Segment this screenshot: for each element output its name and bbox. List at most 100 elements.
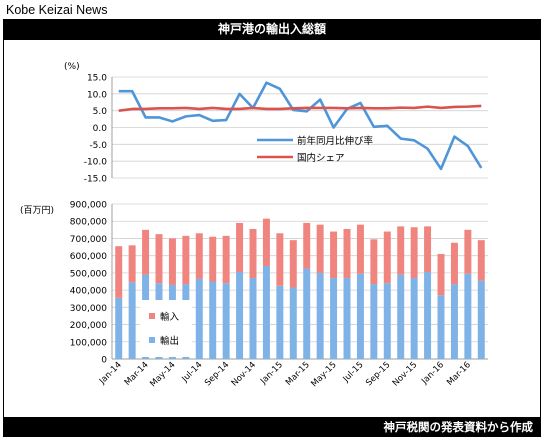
bar-import <box>128 245 136 283</box>
bar-x-tick-label: May-15 <box>309 360 338 389</box>
bar-export <box>276 285 284 359</box>
bar-import <box>249 228 257 279</box>
bar-chart: 900,000 800,000 700,000 600,000 500,000 400,0… <box>20 201 488 389</box>
bar-export <box>222 283 230 359</box>
bar-import <box>236 222 244 273</box>
bar-import <box>464 229 472 274</box>
bar-import <box>195 233 203 279</box>
bar-export <box>464 273 472 359</box>
bar-import <box>209 236 217 282</box>
bar-export <box>343 278 351 359</box>
bar-import <box>316 224 324 273</box>
bar-export <box>477 280 485 359</box>
bar-y-axis-label: (百万円) <box>20 205 54 216</box>
bar-import <box>262 218 270 266</box>
bar-x-tick-label: Mar-15 <box>284 360 312 388</box>
bar-export <box>303 268 311 359</box>
brand-name: Kobe Keizai News <box>6 3 108 17</box>
bar-import <box>222 235 230 284</box>
bar-x-tick-label: Sep-14 <box>203 360 231 388</box>
bar-legend-swatch <box>149 313 155 319</box>
bar-x-tick-label: Sep-15 <box>364 360 392 388</box>
bar-legend-box <box>140 300 192 357</box>
bar-import <box>330 231 338 279</box>
bar-import <box>410 227 418 279</box>
bar-import <box>450 242 458 285</box>
bar-import <box>168 238 176 285</box>
bar-y-tick-label: 500,000 <box>70 269 107 279</box>
bar-export <box>249 278 257 359</box>
source-note: 神戸税関の発表資料から作成 <box>3 417 541 437</box>
bar-export <box>209 281 217 359</box>
bar-import <box>289 240 297 288</box>
bar-export <box>437 295 445 359</box>
bar-x-tick-label: Mar-16 <box>445 360 473 388</box>
line-y-tick-label: -15.0 <box>84 175 108 185</box>
line-y-axis-label: (%) <box>64 62 80 72</box>
bar-y-tick-label: 100,000 <box>70 338 107 348</box>
bar-y-tick-label: 600,000 <box>70 252 107 262</box>
bar-x-tick-label: Nov-15 <box>391 360 419 388</box>
line-chart: 15.0 10.0 5.0 0.0 -5.0 -10.0 -15.0 (%) 前年同月比伸び率国… <box>64 62 488 185</box>
chart-title: 神戸港の輸出入総額 <box>3 19 541 40</box>
chart-frame <box>3 19 541 437</box>
line-y-tick-label: -5.0 <box>89 141 107 151</box>
line-series-1 <box>118 81 483 171</box>
bar-import <box>115 246 123 298</box>
line-y-tick-label: 10.0 <box>87 90 107 100</box>
bar-export <box>424 272 432 359</box>
line-y-tick-label: 15.0 <box>87 74 107 84</box>
bar-export <box>316 272 324 359</box>
bar-legend-label: 輸出 <box>160 335 179 347</box>
bar-import <box>142 229 150 275</box>
bar-export <box>289 287 297 359</box>
bar-legend-swatch <box>149 337 155 343</box>
line-y-tick-label: -10.0 <box>84 158 108 168</box>
bar-import <box>437 253 445 296</box>
bar-export <box>330 278 338 359</box>
bar-export <box>397 274 405 359</box>
bar-export <box>356 273 364 359</box>
bar-import <box>424 226 432 273</box>
bar-import <box>155 234 163 284</box>
bar-y-tick-label: 200,000 <box>70 321 107 331</box>
bar-import <box>397 226 405 275</box>
line-legend-label: 国内シェア <box>297 152 345 164</box>
bar-y-tick-label: 400,000 <box>70 287 107 297</box>
bar-y-tick-label: 900,000 <box>70 201 107 211</box>
bar-y-tick-label: 300,000 <box>70 304 107 314</box>
bar-export <box>262 266 270 359</box>
bar-y-tick-label: 0 <box>101 356 107 366</box>
bar-export <box>383 283 391 359</box>
line-series-2 <box>118 104 482 112</box>
bar-x-tick-label: Jan-15 <box>258 360 285 387</box>
bar-x-tick-label: Jul-15 <box>341 360 366 385</box>
bar-import <box>182 235 190 285</box>
bar-import <box>343 228 351 279</box>
bar-export <box>410 278 418 359</box>
bar-export <box>115 297 123 359</box>
bar-export <box>128 282 136 359</box>
line-legend-label: 前年同月比伸び率 <box>297 135 374 147</box>
bar-import <box>303 222 311 269</box>
bar-import <box>370 239 378 285</box>
bar-export <box>370 284 378 359</box>
bar-x-tick-label: Jan-16 <box>419 360 446 387</box>
bar-x-tick-label: Nov-14 <box>230 360 258 388</box>
bar-x-tick-label: Mar-14 <box>123 360 151 388</box>
bar-export <box>450 284 458 359</box>
bar-import <box>477 240 485 281</box>
bar-x-tick-label: Jul-14 <box>180 360 205 385</box>
line-y-tick-label: 5.0 <box>93 107 108 117</box>
bar-import <box>356 224 364 274</box>
bar-y-tick-label: 700,000 <box>70 235 107 245</box>
bar-export <box>195 278 203 359</box>
bar-import <box>276 233 284 286</box>
bar-legend-label: 輸入 <box>160 311 180 323</box>
bar-export <box>236 272 244 359</box>
bar-x-tick-label: May-14 <box>148 360 177 389</box>
bar-import <box>383 231 391 284</box>
bar-y-tick-label: 800,000 <box>70 218 107 228</box>
line-y-tick-label: 0.0 <box>93 124 108 134</box>
